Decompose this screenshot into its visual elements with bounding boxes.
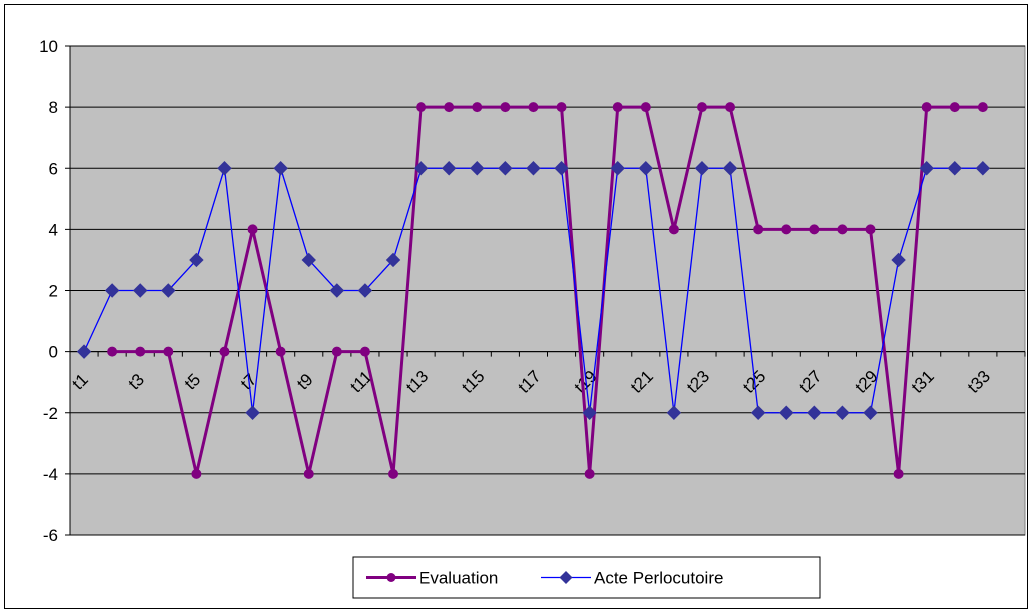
data-point (441, 161, 457, 176)
data-point (696, 102, 707, 113)
data-point (666, 405, 682, 420)
data-point (528, 102, 539, 113)
data-point (189, 252, 204, 268)
data-point (385, 252, 401, 268)
data-point (694, 161, 710, 176)
data-point (133, 283, 148, 298)
data-point (837, 224, 848, 235)
data-point (416, 102, 427, 113)
y-tick-label: 8 (49, 98, 58, 117)
data-point (163, 346, 174, 357)
data-point (219, 346, 230, 357)
data-point (161, 283, 176, 298)
data-point (779, 405, 794, 420)
data-point (781, 224, 792, 235)
data-point (668, 224, 679, 235)
y-tick-label: 10 (39, 37, 58, 56)
data-point (500, 102, 511, 113)
legend-marker-1 (559, 571, 573, 584)
data-point (865, 224, 876, 235)
y-tick-label: -2 (43, 404, 58, 423)
data-point (275, 346, 286, 357)
legend-marker-0 (386, 573, 396, 582)
data-point (329, 283, 345, 298)
data-point (722, 161, 738, 176)
data-point (750, 405, 766, 420)
y-tick-label: 2 (49, 282, 58, 301)
data-point (638, 161, 654, 176)
data-point (919, 161, 934, 176)
y-tick-label: 4 (49, 220, 58, 239)
data-point (472, 102, 483, 113)
legend-label-1: Acte Perlocutoire (594, 569, 723, 588)
data-point (610, 161, 625, 176)
y-tick-label: 0 (49, 343, 58, 362)
data-point (640, 102, 651, 113)
data-point (556, 102, 567, 113)
data-point (554, 161, 569, 176)
data-point (104, 283, 120, 298)
data-point (76, 344, 92, 359)
data-point (893, 468, 904, 479)
data-point (245, 405, 260, 420)
data-point (273, 161, 288, 176)
data-point (357, 283, 373, 298)
data-point (303, 468, 314, 479)
data-point (977, 102, 988, 113)
data-point (891, 252, 906, 268)
data-point (359, 346, 370, 357)
data-point (809, 224, 820, 235)
data-point (807, 405, 822, 420)
data-point (217, 161, 232, 176)
legend-label-0: Evaluation (419, 569, 498, 588)
data-point (498, 161, 513, 176)
data-point (949, 102, 960, 113)
data-point (975, 161, 991, 176)
data-point (753, 224, 764, 235)
data-point (444, 102, 455, 113)
data-point (470, 161, 485, 176)
data-point (584, 468, 595, 479)
data-point (135, 346, 146, 357)
data-point (947, 161, 962, 176)
data-point (582, 405, 597, 420)
data-point (413, 161, 429, 176)
y-tick-label: 6 (49, 159, 58, 178)
data-point (526, 161, 541, 176)
data-point (835, 405, 850, 420)
data-point (331, 346, 342, 357)
y-tick-label: -4 (43, 465, 58, 484)
data-point (301, 252, 316, 268)
y-tick-label: -6 (43, 526, 58, 545)
data-point (247, 224, 258, 235)
data-point (388, 468, 399, 479)
data-point (107, 346, 118, 357)
data-point (725, 102, 736, 113)
data-point (863, 405, 878, 420)
data-point (612, 102, 623, 113)
data-point (191, 468, 202, 479)
data-point (921, 102, 932, 113)
